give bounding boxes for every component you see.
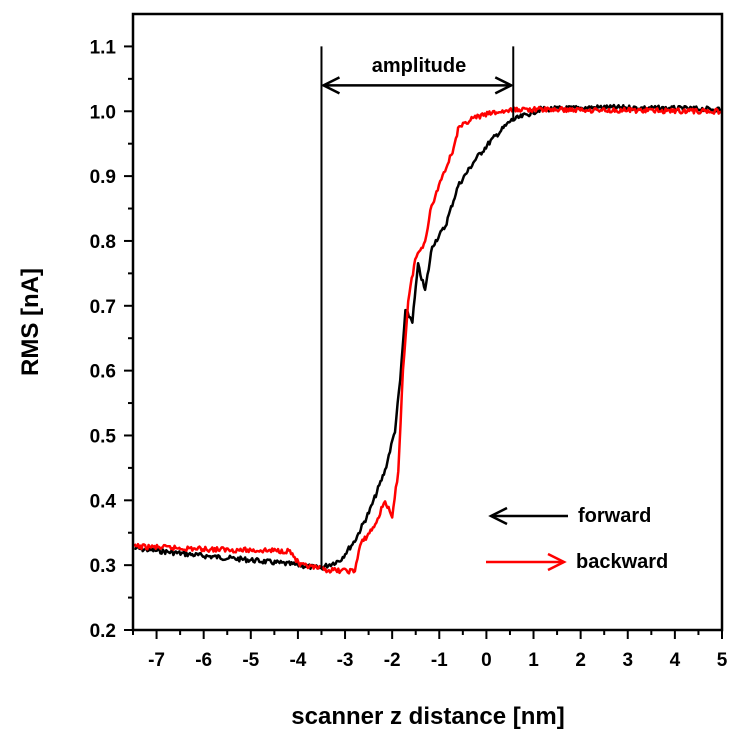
x-tick-label: -1 [431, 650, 448, 671]
arrowhead-right-icon [494, 76, 515, 95]
y-tick-label: 0.9 [90, 167, 116, 188]
x-tick-label: -5 [242, 650, 259, 671]
legend-forward-label: forward [578, 505, 651, 527]
legend-forward-arrowhead-icon [488, 506, 508, 526]
x-tick-label: 0 [481, 650, 492, 671]
legend-backward-label: backward [576, 551, 668, 573]
x-tick-label: -3 [337, 650, 354, 671]
x-tick-label: -2 [384, 650, 401, 671]
x-tick-label: 4 [670, 650, 681, 671]
y-tick-label: 0.6 [90, 362, 116, 383]
series-backward [133, 105, 722, 575]
y-tick-label: 0.5 [90, 426, 117, 447]
series-forward [134, 103, 722, 571]
y-tick-label: 0.2 [90, 621, 116, 642]
y-tick-label: 0.7 [90, 297, 116, 318]
y-tick-label: 1.1 [90, 37, 117, 58]
arrowhead-left-icon [320, 76, 341, 95]
x-tick-label: -4 [289, 650, 306, 671]
y-axis-label: RMS [nA] [17, 268, 44, 376]
x-tick-label: 3 [622, 650, 633, 671]
x-tick-label: 1 [528, 650, 539, 671]
plot-frame [131, 12, 724, 632]
x-axis-label: scanner z distance [nm] [291, 703, 564, 730]
legend-backward-arrowhead-icon [547, 552, 567, 572]
x-tick-label: -7 [148, 650, 165, 671]
y-tick-label: 0.8 [90, 232, 116, 253]
x-tick-label: 2 [575, 650, 586, 671]
y-tick-label: 0.4 [90, 491, 117, 512]
y-tick-label: 0.3 [90, 556, 116, 577]
x-tick-label: -6 [195, 650, 212, 671]
y-tick-label: 1.0 [90, 102, 116, 123]
x-tick-label: 5 [717, 650, 728, 671]
amplitude-label: amplitude [372, 55, 466, 77]
